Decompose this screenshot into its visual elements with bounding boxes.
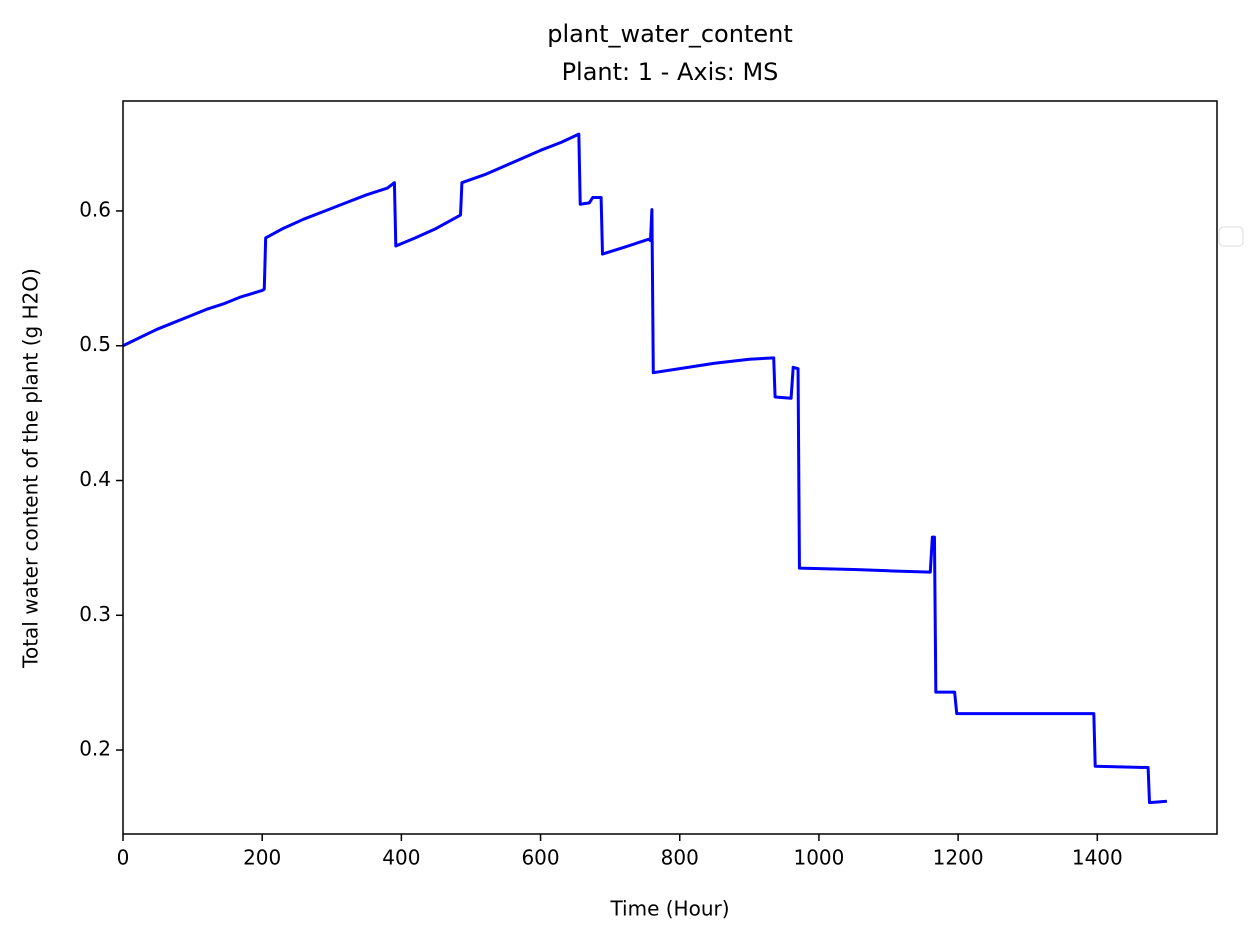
x-tick-label: 600 (521, 846, 559, 870)
y-tick-label: 0.2 (79, 737, 111, 761)
x-axis-label: Time (Hour) (609, 897, 729, 921)
chart-subtitle: Plant: 1 - Axis: MS (562, 58, 779, 86)
data-line (122, 132, 1168, 805)
y-tick-label: 0.3 (79, 602, 111, 626)
x-tick-label: 1000 (793, 846, 844, 870)
plot-frame (122, 100, 1218, 835)
x-tick-label: 200 (243, 846, 281, 870)
y-tick-label: 0.5 (79, 332, 111, 356)
legend-box (1218, 226, 1244, 247)
x-tick-label: 1200 (933, 846, 984, 870)
chart-title: plant_water_content (547, 20, 793, 48)
y-axis-label: Total water content of the plant (g H2O) (19, 268, 43, 669)
x-tick-label: 800 (661, 846, 699, 870)
x-tick-label: 0 (117, 846, 130, 870)
y-tick-label: 0.6 (79, 197, 111, 221)
y-tick-label: 0.4 (79, 467, 111, 491)
x-tick-label: 400 (382, 846, 420, 870)
x-tick-label: 1400 (1072, 846, 1123, 870)
